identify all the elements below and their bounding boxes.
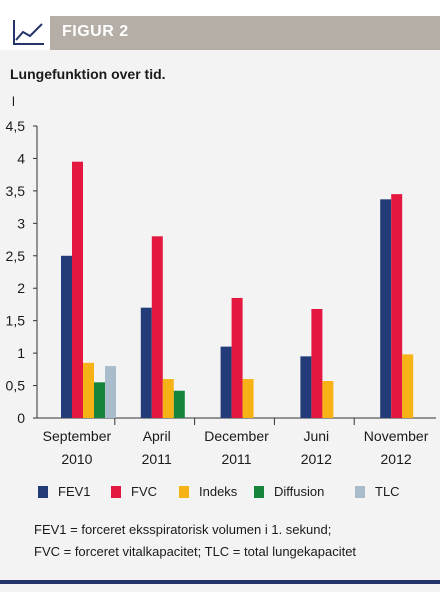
x-tick-label: 2011	[142, 451, 172, 467]
legend-label: Diffusion	[274, 484, 325, 499]
bar-indeks	[162, 379, 174, 418]
y-tick-label: 3,5	[6, 183, 26, 199]
bar-tlc	[105, 366, 116, 418]
x-tick-label: September	[43, 428, 112, 444]
bar-indeks	[402, 354, 414, 418]
bar-indeks	[322, 381, 334, 418]
y-tick-label: 0	[17, 410, 25, 426]
legend-swatch	[179, 486, 189, 498]
x-tick-label: April	[143, 428, 171, 444]
x-tick-label: 2010	[61, 451, 92, 467]
x-tick-label: 2012	[301, 451, 332, 467]
legend-label: FEV1	[58, 484, 91, 499]
legend-swatch	[254, 486, 264, 498]
legend-swatch	[111, 486, 121, 498]
figure-label: FIGUR 2	[62, 23, 129, 40]
figure-header-band	[50, 16, 440, 50]
y-tick-label: 4	[17, 150, 25, 166]
bar-fev1	[380, 199, 392, 418]
bar-fvc	[151, 236, 163, 418]
figure-subtitle: Lungefunktion over tid.	[10, 66, 166, 82]
y-tick-label: 4,5	[6, 118, 26, 134]
x-tick-label: Juni	[303, 428, 329, 444]
bar-fvc	[231, 297, 243, 418]
x-tick-label: November	[364, 428, 429, 444]
bar-fev1	[61, 255, 72, 418]
figure-header: FIGUR 2	[0, 0, 440, 50]
bar-chart: 0 0,5 1 1,5 2 2,5 3 3,5 4 4,5 September 2010 April 20…	[6, 118, 436, 467]
y-tick-label: 1,5	[6, 313, 26, 329]
bar-fvc	[72, 161, 83, 418]
bar-fvc	[391, 194, 403, 418]
bar-fev1	[140, 307, 152, 418]
y-tick-label: 2	[17, 280, 25, 296]
legend-label: Indeks	[199, 484, 238, 499]
bar-indeks	[242, 379, 254, 418]
x-tick-label: December	[204, 428, 269, 444]
footnote-line-1: FEV1 = forceret eksspiratorisk volumen i…	[34, 522, 332, 537]
bar-diffusion	[94, 382, 105, 418]
bar-diffusion	[173, 390, 185, 418]
x-tick-label: 2011	[221, 451, 251, 467]
bar-fev1	[300, 356, 312, 418]
bar-indeks	[83, 362, 94, 418]
chart-icon	[8, 14, 50, 50]
x-tick-label: 2012	[381, 451, 412, 467]
y-tick-label: 2,5	[6, 248, 26, 264]
legend-label: TLC	[375, 484, 400, 499]
y-axis-unit: l	[12, 94, 15, 109]
bar-fvc	[311, 308, 323, 418]
bottom-rule	[0, 580, 440, 584]
legend-label: FVC	[131, 484, 157, 499]
legend: FEV1 FVC Indeks Diffusion TLC	[38, 484, 438, 502]
legend-swatch	[355, 486, 365, 498]
footnote-line-2: FVC = forceret vitalkapacitet; TLC = tot…	[34, 544, 357, 559]
bar-fev1	[220, 346, 232, 418]
legend-swatch	[38, 486, 48, 498]
y-tick-label: 1	[17, 345, 25, 361]
y-tick-label: 0,5	[6, 378, 26, 394]
y-tick-label: 3	[17, 215, 25, 231]
